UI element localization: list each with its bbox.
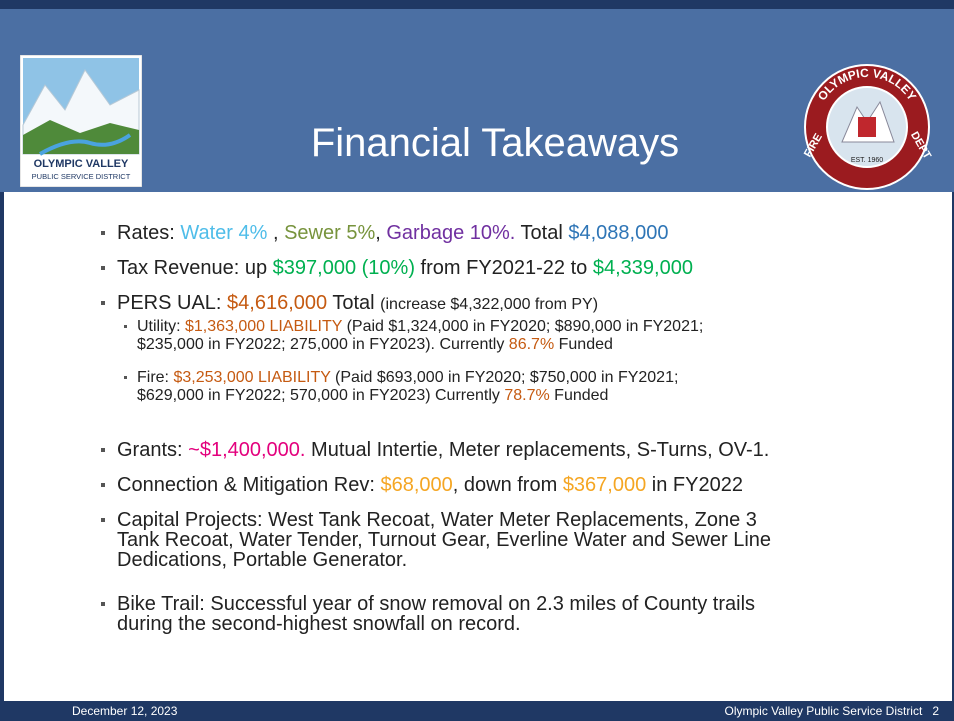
- text-run: ~$1,400,000.: [188, 439, 306, 461]
- text-run: Dedications, Portable Generator.: [117, 549, 408, 571]
- text-run: PERS UAL:: [117, 292, 228, 314]
- bullet-line: Connection & Mitigation Rev: $68,000, do…: [101, 473, 743, 497]
- text-run: $1,363,000 LIABILITY: [185, 318, 343, 335]
- text-run: $68,000: [380, 474, 453, 496]
- text-run: Garbage 10%.: [386, 222, 516, 244]
- bullet-line: Tax Revenue: up $397,000 (10%) from FY20…: [101, 256, 693, 280]
- text-run: Total: [515, 222, 569, 244]
- text-run: Utility:: [137, 318, 185, 335]
- text-run: ,: [375, 222, 387, 244]
- text-run: Tax Revenue: up: [117, 257, 273, 279]
- text-run: 78.7%: [504, 387, 550, 404]
- bullet-line: Tank Recoat, Water Tender, Turnout Gear,…: [117, 528, 771, 552]
- text-run: , down from: [452, 474, 563, 496]
- text-run: (Paid $693,000 in FY2020; $750,000 in FY…: [330, 369, 679, 386]
- district-logo: OLYMPIC VALLEY PUBLIC SERVICE DISTRICT: [20, 55, 142, 187]
- text-run: Tank Recoat, Water Tender, Turnout Gear,…: [117, 529, 772, 551]
- footer-org-name: Olympic Valley Public Service District: [724, 704, 923, 718]
- page-number: 2: [932, 704, 939, 718]
- text-run: Funded: [554, 336, 613, 353]
- text-run: Total: [327, 292, 381, 314]
- text-run: during the second-highest snowfall on re…: [117, 613, 521, 635]
- footer-date: December 12, 2023: [72, 704, 178, 718]
- bullet-line: Fire: $3,253,000 LIABILITY (Paid $693,00…: [123, 369, 679, 387]
- text-run: Bike Trail: Successful year of snow remo…: [117, 593, 756, 615]
- text-run: Connection & Mitigation Rev:: [117, 474, 381, 496]
- text-run: $4,339,000: [592, 257, 693, 279]
- right-edge: [952, 192, 954, 702]
- text-run: Mutual Intertie, Meter replacements, S-T…: [305, 439, 770, 461]
- text-run: Funded: [549, 387, 609, 404]
- bullet-line: Rates: Water 4% , Sewer 5%, Garbage 10%.…: [100, 221, 669, 245]
- text-run: Capital Projects: West Tank Recoat, Wate…: [117, 509, 757, 531]
- text-run: $4,616,000: [227, 292, 328, 314]
- text-run: $235,000 in FY2022; 275,000 in FY2023). …: [137, 336, 509, 353]
- text-run: $3,253,000 LIABILITY: [173, 369, 331, 386]
- text-run: Water 4%: [180, 222, 268, 244]
- text-run: $397,000 (10%): [272, 257, 415, 279]
- text-run: ,: [267, 222, 285, 244]
- slide-title: Financial Takeaways: [310, 121, 680, 165]
- text-run: Grants:: [117, 439, 189, 461]
- left-edge: [0, 192, 4, 702]
- logo-text: PUBLIC SERVICE DISTRICT: [32, 172, 131, 181]
- logo-text: OLYMPIC VALLEY: [34, 158, 129, 170]
- bullet-line: $235,000 in FY2022; 275,000 in FY2023). …: [137, 336, 613, 354]
- bullet-line: Grants: ~$1,400,000. Mutual Intertie, Me…: [100, 438, 770, 462]
- text-run: $367,000: [562, 474, 647, 496]
- text-run: $629,000 in FY2022; 570,000 in FY2023) C…: [137, 387, 505, 404]
- bullet-line: Capital Projects: West Tank Recoat, Wate…: [101, 508, 757, 532]
- text-run: (Paid $1,324,000 in FY2020; $890,000 in …: [342, 318, 704, 335]
- top-bar: [0, 0, 954, 9]
- logo-text: EST. 1960: [851, 157, 883, 164]
- bullet-line: PERS UAL: $4,616,000 Total (increase $4,…: [100, 291, 599, 315]
- text-run: (increase $4,322,000 from PY): [380, 296, 599, 313]
- text-run: Fire:: [137, 369, 174, 386]
- footer: December 12, 2023 Olympic Valley Public …: [0, 701, 954, 721]
- text-run: 86.7%: [508, 336, 555, 353]
- header-band: [0, 9, 954, 192]
- bullet-line: Bike Trail: Successful year of snow remo…: [100, 592, 756, 616]
- bullet-line: during the second-highest snowfall on re…: [117, 612, 521, 636]
- text-run: $4,088,000: [568, 222, 669, 244]
- text-run: Sewer 5%: [284, 222, 376, 244]
- text-run: in FY2022: [646, 474, 743, 496]
- bullet-line: Dedications, Portable Generator.: [117, 548, 407, 572]
- footer-org: Olympic Valley Public Service District 2: [724, 701, 939, 721]
- bullet-line: $629,000 in FY2022; 570,000 in FY2023) C…: [137, 387, 608, 405]
- text-run: from FY2021-22 to: [414, 257, 593, 279]
- bullet-line: Utility: $1,363,000 LIABILITY (Paid $1,3…: [123, 318, 704, 336]
- text-run: Rates:: [117, 222, 181, 244]
- fire-logo: OLYMPIC VALLEY FIRE DEPT EST. 1960: [802, 64, 933, 190]
